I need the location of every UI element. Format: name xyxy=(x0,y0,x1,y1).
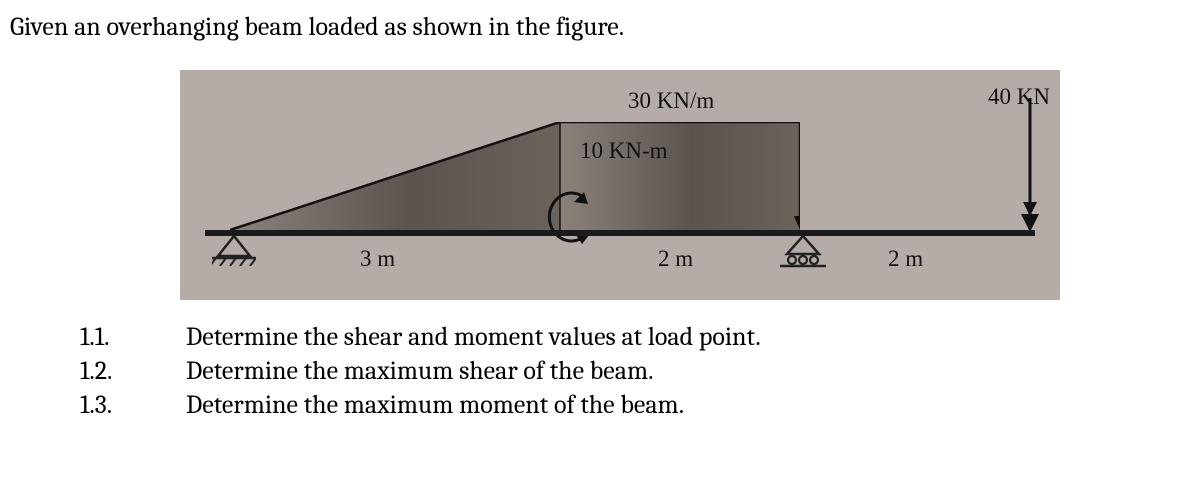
dim-c: 2 m xyxy=(888,246,923,272)
dim-b: 2 m xyxy=(658,246,693,272)
problem-statement: Given an overhanging beam loaded as show… xyxy=(10,12,1190,42)
point-load-arrow-icon xyxy=(1018,98,1042,239)
dist-load-label: 30 KN/m xyxy=(628,88,714,114)
question-row: 1.1. Determine the shear and moment valu… xyxy=(80,322,1190,352)
beam-line xyxy=(205,230,1035,236)
question-number: 1.1. xyxy=(80,322,128,352)
point-load-label: 40 KN xyxy=(988,84,1050,110)
question-list: 1.1. Determine the shear and moment valu… xyxy=(10,322,1190,420)
question-row: 1.2. Determine the maximum shear of the … xyxy=(80,356,1190,386)
roller-support-icon xyxy=(780,236,826,270)
question-number: 1.2. xyxy=(80,356,128,386)
question-number: 1.3. xyxy=(80,390,128,420)
pin-support-icon xyxy=(212,236,256,266)
question-text: Determine the maximum shear of the beam. xyxy=(186,356,653,386)
dim-a: 3 m xyxy=(360,246,395,272)
question-row: 1.3. Determine the maximum moment of the… xyxy=(80,390,1190,420)
beam-figure: 30 KN/m 10 KN-m 40 KN 3 m 2 m 2 m xyxy=(180,70,1060,300)
figure-container: 30 KN/m 10 KN-m 40 KN 3 m 2 m 2 m xyxy=(10,70,1190,300)
question-text: Determine the shear and moment values at… xyxy=(186,322,761,352)
distributed-load xyxy=(230,122,800,230)
question-text: Determine the maximum moment of the beam… xyxy=(186,390,684,420)
moment-label: 10 KN-m xyxy=(580,138,668,164)
applied-moment-icon xyxy=(538,188,598,257)
